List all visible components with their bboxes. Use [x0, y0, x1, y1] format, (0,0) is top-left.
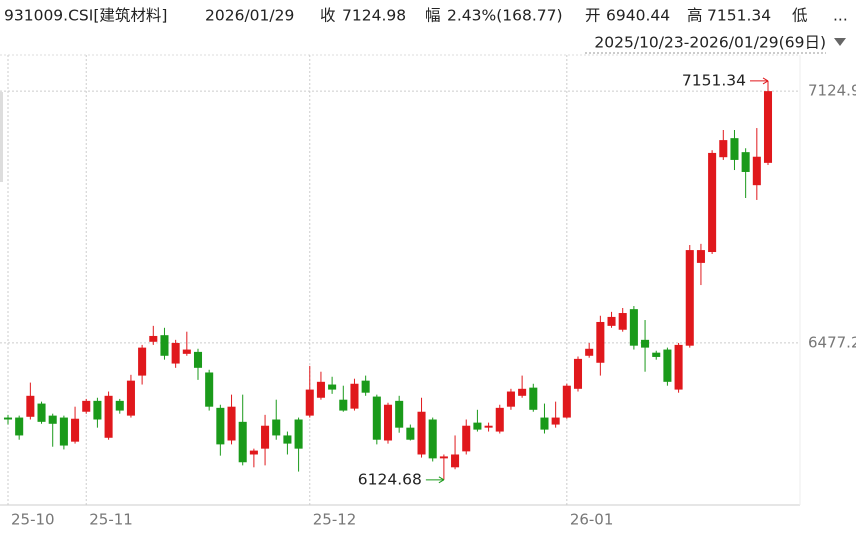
- candle-body: [350, 383, 359, 409]
- candle-body: [406, 427, 415, 440]
- candle-body: [719, 140, 728, 158]
- candle-body: [104, 395, 113, 438]
- candle-body: [59, 417, 68, 446]
- quote-value: 7151.34: [707, 7, 771, 25]
- candle-body: [696, 250, 705, 263]
- candle-body: [529, 387, 538, 410]
- candle-body: [562, 385, 571, 418]
- candle-body: [540, 417, 549, 430]
- candle-body: [193, 351, 203, 368]
- date: 2026/01/29: [205, 7, 294, 25]
- date-range[interactable]: 2025/10/23-2026/01/29(69日): [594, 34, 826, 52]
- candle-body: [15, 417, 24, 436]
- candle-body: [205, 372, 214, 407]
- candle-body: [48, 415, 57, 424]
- candle-body: [629, 309, 638, 346]
- candle-body: [294, 419, 303, 449]
- quote-label: 低: [792, 7, 808, 25]
- candle-body: [395, 400, 404, 428]
- candle-body: [71, 418, 80, 442]
- candle-body: [551, 417, 560, 425]
- candle-body: [149, 335, 158, 342]
- candle-body: [741, 152, 750, 172]
- y-tick-label: 6477.2: [808, 333, 856, 351]
- candle-body: [37, 403, 46, 422]
- candle-body: [518, 388, 527, 396]
- chart-title: 931009.CSI[建筑材料]: [4, 7, 167, 25]
- candle-body: [305, 389, 314, 416]
- x-tick-label: 25-11: [89, 511, 133, 529]
- x-tick-label: 25-10: [11, 511, 55, 529]
- candle-body: [160, 335, 169, 356]
- candle-body: [272, 419, 281, 436]
- candle-body: [126, 380, 135, 416]
- annotation-label: 7151.34: [682, 71, 746, 89]
- candle-body: [462, 425, 471, 452]
- quote-value: 2.43%(168.77): [447, 7, 563, 25]
- candle-body: [93, 400, 102, 420]
- candle-body: [573, 358, 583, 389]
- candle-body: [585, 348, 594, 356]
- candle-body: [182, 349, 191, 354]
- y-tick-label: 7124.9: [808, 82, 856, 100]
- candle-body: [238, 421, 247, 463]
- x-tick-label: 25-12: [313, 511, 357, 529]
- candle-body: [708, 152, 717, 253]
- candle-body: [261, 425, 270, 449]
- candle-body: [484, 425, 493, 428]
- dropdown-arrow[interactable]: [834, 38, 846, 46]
- annotation-arrowhead: [762, 77, 769, 85]
- candle-body: [171, 342, 180, 364]
- candle-body: [618, 313, 627, 330]
- quote-value: 6940.44: [606, 7, 670, 25]
- candle-body: [506, 391, 515, 407]
- quote-label: 收: [320, 7, 336, 25]
- candle-body: [417, 411, 426, 455]
- candle-body: [82, 400, 91, 412]
- scroll-indicator: [0, 92, 3, 182]
- candle-body: [383, 404, 393, 441]
- candle-body: [339, 399, 348, 411]
- candle-body: [685, 250, 694, 346]
- quote-label: 高: [687, 7, 703, 25]
- candle-body: [249, 450, 258, 455]
- candle-body: [372, 396, 381, 440]
- candle-body: [439, 456, 448, 459]
- annotation-label: 6124.68: [358, 470, 422, 488]
- candle-body: [328, 384, 337, 390]
- candle-body: [26, 395, 35, 417]
- candle-body: [607, 316, 616, 326]
- candle-body: [473, 422, 482, 430]
- candle-body: [730, 138, 739, 160]
- candle-body: [663, 349, 672, 382]
- candle-body: [428, 419, 437, 459]
- candle-body: [641, 339, 650, 348]
- candle-body: [216, 407, 225, 445]
- candle-body: [361, 380, 370, 393]
- quote-label: 开: [585, 7, 601, 25]
- quote-value: 7124.98: [342, 7, 406, 25]
- candle-body: [283, 435, 292, 444]
- candle-body: [752, 156, 761, 186]
- x-tick-label: 26-01: [570, 511, 614, 529]
- annotation-arrowhead: [438, 476, 445, 484]
- candle-body: [596, 321, 605, 363]
- quote-label: 幅: [425, 7, 441, 25]
- candle-body: [3, 417, 13, 420]
- quote-value: ...: [833, 7, 848, 25]
- candle-body: [674, 344, 683, 390]
- candle-body: [227, 406, 236, 441]
- candle-body: [115, 400, 124, 411]
- candle-body: [316, 381, 325, 398]
- candle-body: [495, 407, 504, 432]
- candle-body: [138, 347, 147, 376]
- candle-body: [763, 91, 773, 163]
- candle-body: [652, 352, 661, 357]
- candle-body: [451, 454, 460, 468]
